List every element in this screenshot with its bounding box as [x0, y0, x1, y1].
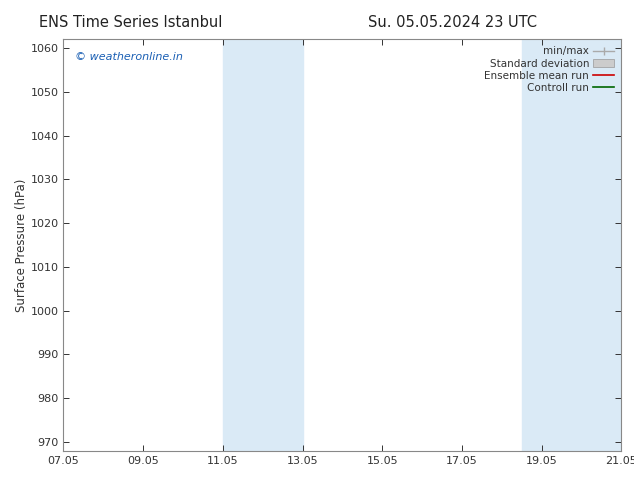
Text: Su. 05.05.2024 23 UTC: Su. 05.05.2024 23 UTC	[368, 15, 537, 30]
Text: © weatheronline.in: © weatheronline.in	[75, 51, 183, 62]
Bar	[223, 39, 302, 451]
Text: ENS Time Series Istanbul: ENS Time Series Istanbul	[39, 15, 222, 30]
Legend: min/max, Standard deviation, Ensemble mean run, Controll run: min/max, Standard deviation, Ensemble me…	[482, 45, 616, 95]
Y-axis label: Surface Pressure (hPa): Surface Pressure (hPa)	[15, 178, 28, 312]
Bar	[522, 39, 621, 451]
